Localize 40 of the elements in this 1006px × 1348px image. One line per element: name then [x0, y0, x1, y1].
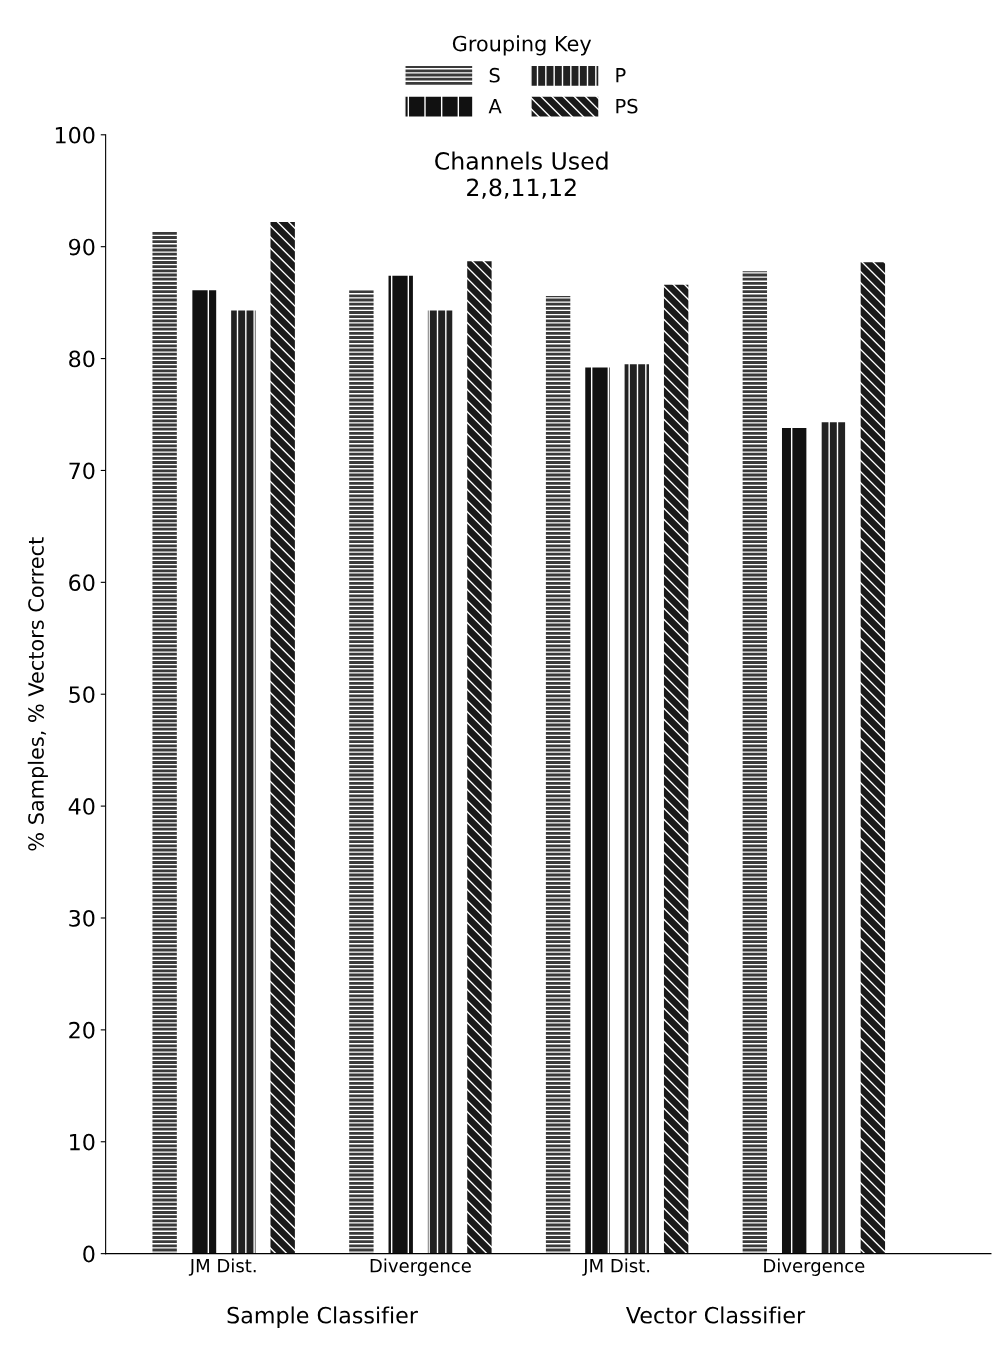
y-tick-label: 70: [69, 462, 95, 480]
bar: [270, 222, 295, 1254]
x-tick-label: Divergence: [764, 1258, 865, 1276]
legend-label: A: [488, 99, 502, 114]
text: Sample Classifier: [227, 1306, 418, 1328]
bar: [624, 364, 649, 1254]
bar: [742, 271, 768, 1254]
bar: [152, 231, 177, 1254]
bar: [781, 427, 807, 1254]
y-tick-label: 40: [68, 798, 95, 815]
y-tick-label: 80: [69, 350, 95, 368]
y-tick-label: 90: [69, 238, 95, 256]
x-tick-label: JM Dist.: [188, 1258, 256, 1276]
y-tick-label: 0: [83, 1245, 95, 1263]
y-tick-label: 60: [69, 574, 95, 592]
bar: [231, 310, 256, 1254]
bar: [585, 367, 610, 1254]
legend-label: PS: [616, 98, 638, 114]
x-tick-label: Divergence: [370, 1258, 471, 1276]
bar: [427, 310, 453, 1254]
y-tick-label: 50: [69, 686, 95, 703]
bar: [191, 290, 217, 1254]
y-tick-label: 30: [69, 909, 95, 927]
legend-title: Grouping Key: [452, 35, 592, 56]
bar: [349, 290, 374, 1254]
bar: [860, 262, 886, 1254]
bar: [545, 295, 571, 1254]
legend-label: S: [489, 67, 500, 83]
text: Channels Used 2,8,11,12: [435, 151, 608, 199]
bar: [663, 284, 689, 1254]
text: Vector Classifier: [626, 1306, 806, 1324]
y-tick-label: 10: [70, 1133, 95, 1151]
y-tick-label: 20: [69, 1021, 95, 1039]
bar: [467, 261, 492, 1254]
y-tick-label: 100: [55, 126, 95, 144]
bar: [388, 275, 413, 1254]
bar: [821, 422, 846, 1254]
x-tick-label: JM Dist.: [582, 1258, 650, 1276]
legend-label: P: [616, 68, 626, 83]
y-axis-title: % Samples, % Vectors Correct: [27, 537, 48, 851]
